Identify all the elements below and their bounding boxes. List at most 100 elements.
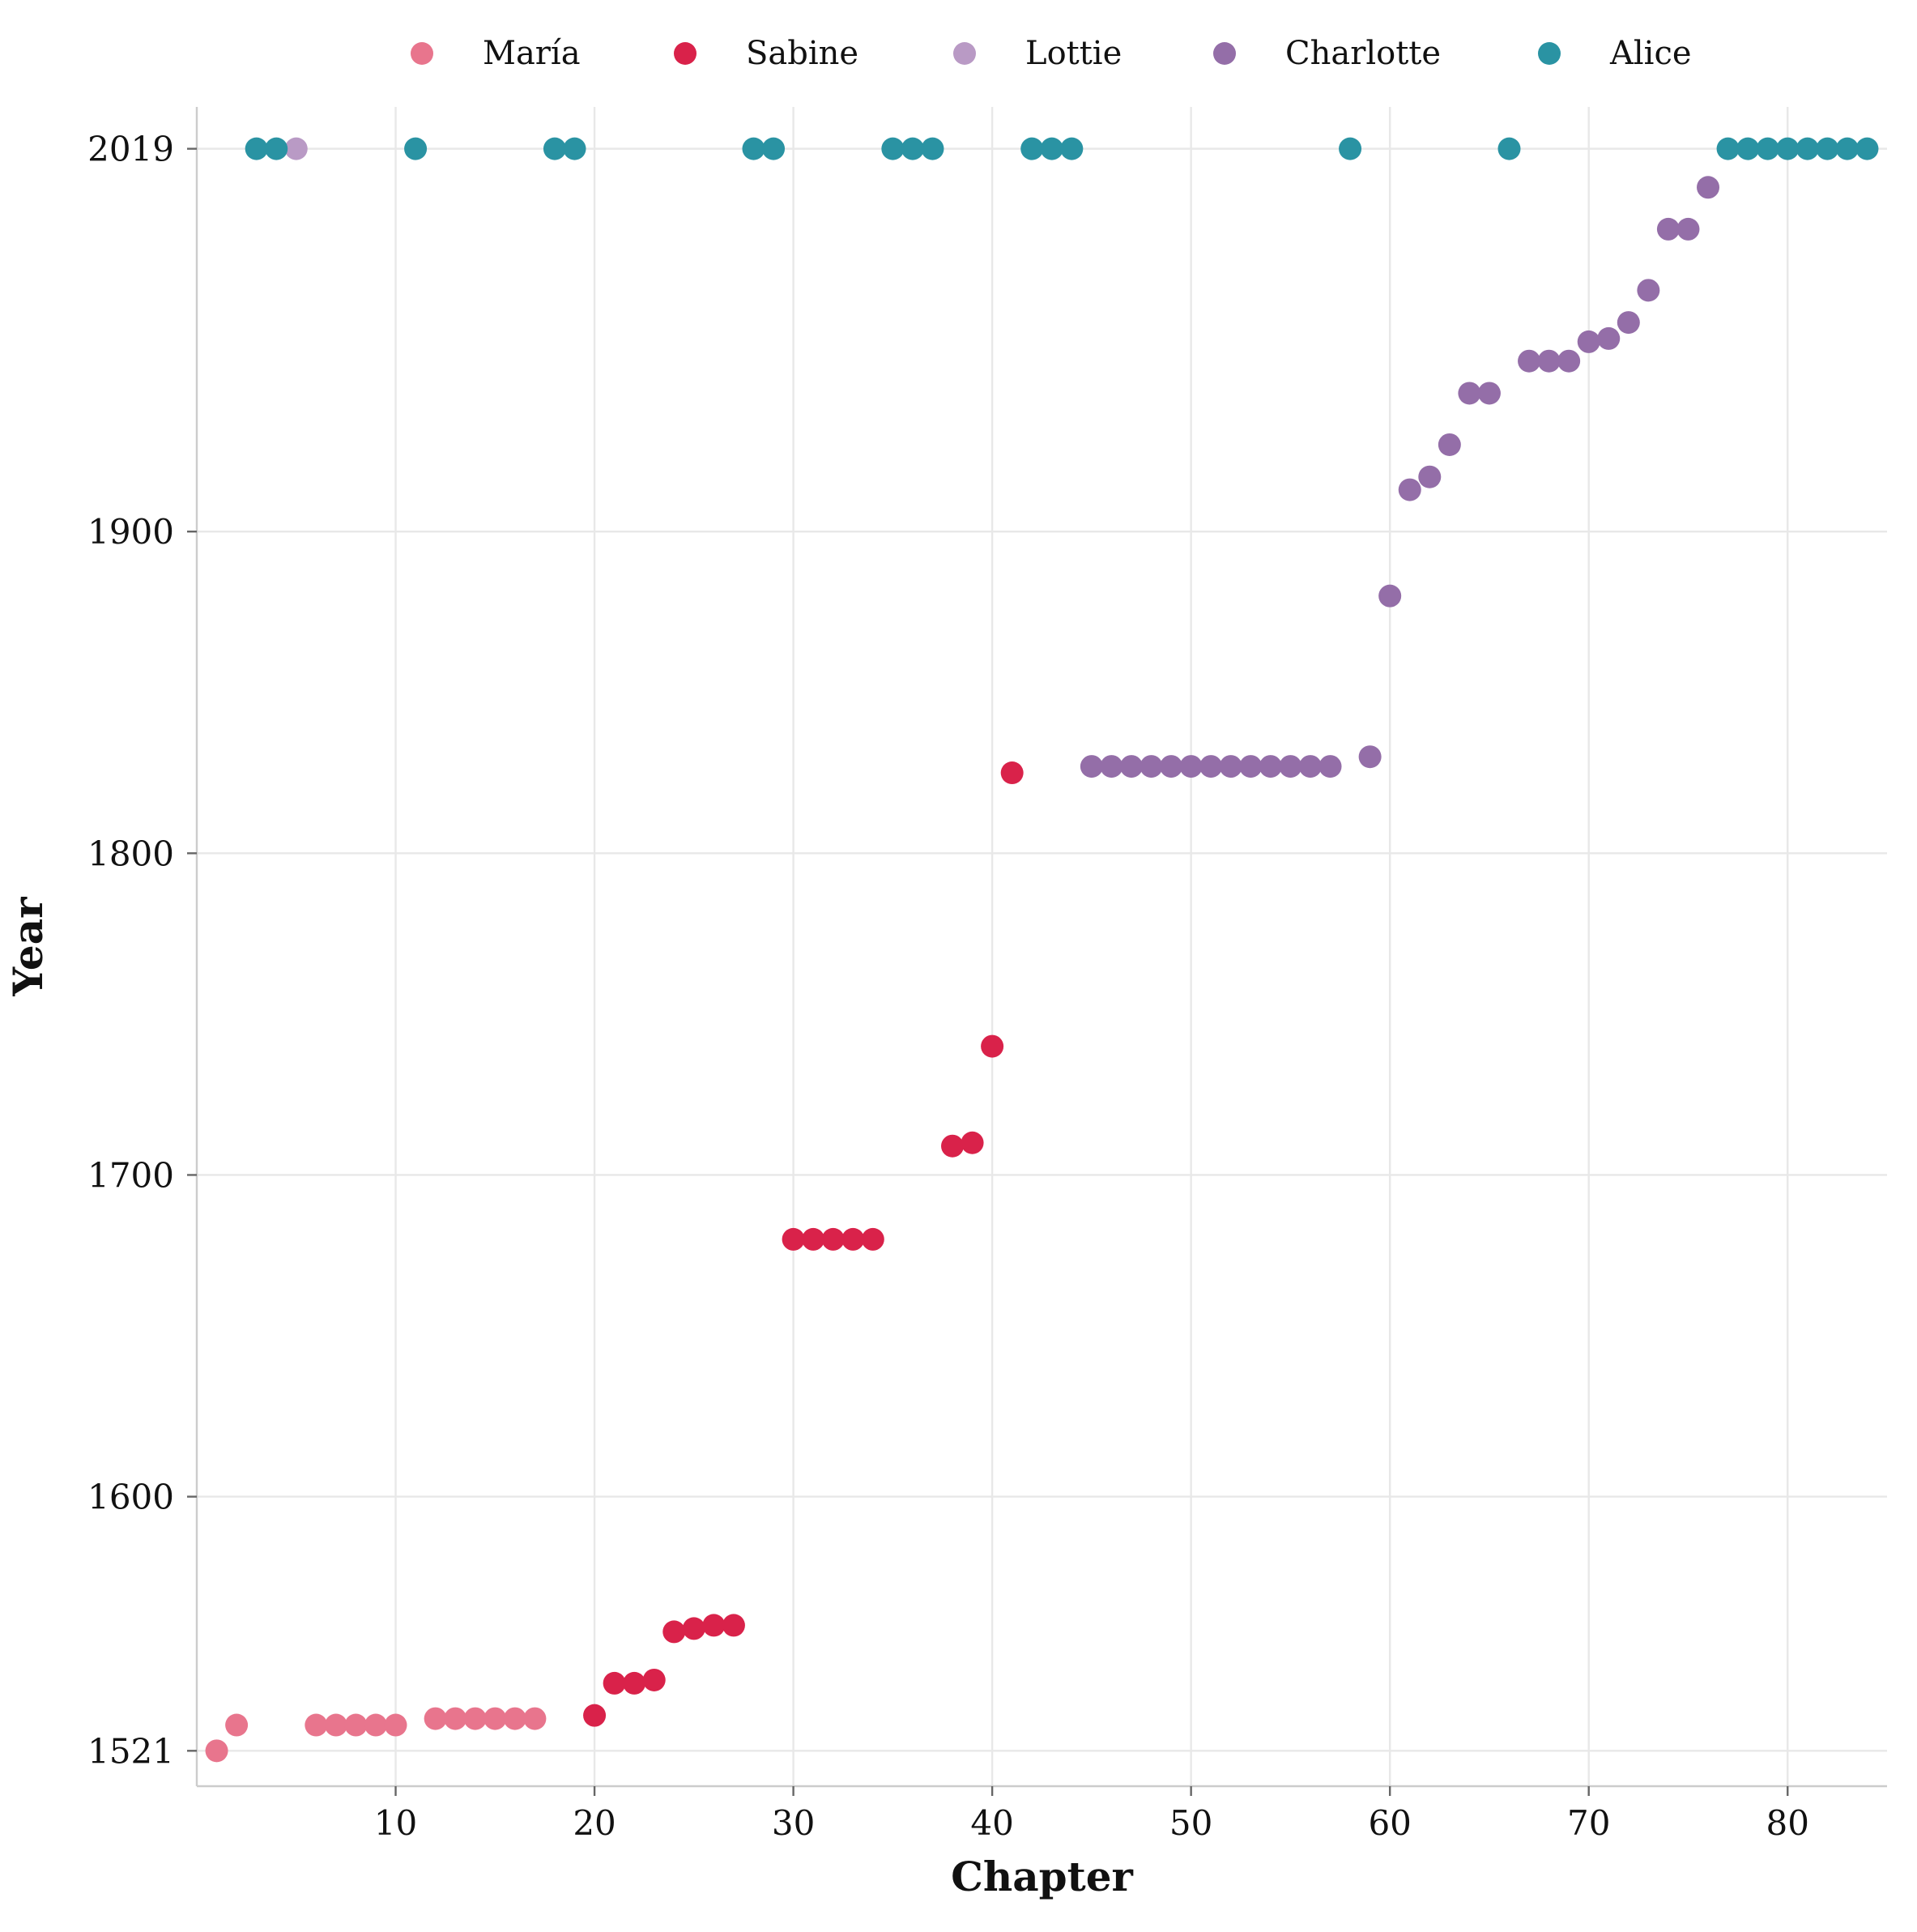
- data-point-charlotte: [1637, 279, 1660, 302]
- data-point-maria: [384, 1713, 407, 1737]
- data-point-charlotte: [1438, 433, 1461, 456]
- data-point-alice: [1060, 137, 1084, 160]
- axes: [195, 107, 1887, 1788]
- data-point-charlotte: [1219, 755, 1242, 778]
- y-tick-label: 2019: [87, 130, 174, 169]
- data-point-charlotte: [1179, 755, 1203, 778]
- data-point-maria: [463, 1707, 487, 1730]
- data-point-alice: [404, 137, 428, 160]
- data-point-sabine: [702, 1614, 726, 1637]
- y-tick-label: 1700: [87, 1155, 174, 1195]
- data-point-charlotte: [1458, 382, 1481, 405]
- data-point-charlotte: [1100, 755, 1123, 778]
- data-points: [205, 137, 1879, 1763]
- data-point-charlotte: [1279, 755, 1302, 778]
- data-point-charlotte: [1160, 755, 1183, 778]
- data-point-maria: [324, 1713, 347, 1737]
- data-point-charlotte: [1080, 755, 1103, 778]
- data-point-sabine: [583, 1704, 607, 1727]
- data-point-alice: [1040, 137, 1063, 160]
- x-tick-label: 10: [374, 1803, 417, 1843]
- data-point-alice: [1339, 137, 1362, 160]
- data-point-charlotte: [1140, 755, 1163, 778]
- data-point-maria: [503, 1707, 526, 1730]
- y-axis-title: Year: [4, 897, 52, 997]
- series-sabine: [583, 761, 1024, 1727]
- data-point-alice: [1796, 137, 1819, 160]
- data-point-charlotte: [1358, 745, 1382, 769]
- legend-marker: [1538, 42, 1561, 65]
- legend-label: María: [483, 35, 581, 72]
- data-point-alice: [245, 137, 268, 160]
- x-tick-label: 70: [1567, 1803, 1610, 1843]
- x-tick-label: 30: [772, 1803, 815, 1843]
- data-point-maria: [344, 1713, 368, 1737]
- data-point-charlotte: [1537, 349, 1561, 373]
- data-point-sabine: [981, 1034, 1004, 1058]
- data-point-alice: [1835, 137, 1859, 160]
- y-tick-label: 1800: [87, 834, 174, 873]
- data-point-sabine: [841, 1227, 865, 1251]
- data-point-alice: [762, 137, 786, 160]
- series-alice: [245, 137, 1879, 160]
- data-point-sabine: [861, 1227, 884, 1251]
- x-tick-label: 20: [573, 1803, 616, 1843]
- x-tick-label: 80: [1766, 1803, 1809, 1843]
- data-point-charlotte: [1477, 382, 1501, 405]
- legend-entry-charlotte: Charlotte: [1213, 35, 1441, 72]
- legend-label: Alice: [1609, 35, 1692, 72]
- data-point-maria: [424, 1707, 447, 1730]
- legend-entry-sabine: Sabine: [674, 35, 858, 72]
- data-point-charlotte: [1577, 330, 1600, 353]
- data-point-charlotte: [1259, 755, 1282, 778]
- legend-label: Charlotte: [1285, 35, 1441, 72]
- data-point-lottie: [284, 137, 308, 160]
- data-point-alice: [1756, 137, 1779, 160]
- series-maria: [205, 1707, 547, 1763]
- data-point-sabine: [782, 1227, 805, 1251]
- data-point-maria: [364, 1713, 387, 1737]
- x-tick-label: 60: [1368, 1803, 1411, 1843]
- data-point-sabine: [802, 1227, 825, 1251]
- data-point-sabine: [961, 1131, 984, 1154]
- data-point-alice: [1776, 137, 1800, 160]
- data-point-charlotte: [1199, 755, 1223, 778]
- data-point-maria: [444, 1707, 467, 1730]
- data-point-charlotte: [1418, 465, 1442, 488]
- data-point-alice: [1020, 137, 1044, 160]
- data-point-sabine: [821, 1227, 845, 1251]
- data-point-charlotte: [1597, 326, 1621, 350]
- data-point-maria: [484, 1707, 507, 1730]
- legend-entry-alice: Alice: [1538, 35, 1692, 72]
- data-point-alice: [563, 137, 586, 160]
- y-tick-label: 1521: [87, 1731, 174, 1771]
- legend-entry-lottie: Lottie: [953, 35, 1122, 72]
- data-point-alice: [1736, 137, 1760, 160]
- data-point-alice: [1855, 137, 1879, 160]
- ticks: 10 20 30 40 50 60 70 80 1521 1600 1700 1800 1900 2019: [87, 130, 1809, 1843]
- data-point-maria: [305, 1713, 328, 1737]
- data-point-charlotte: [1378, 584, 1402, 608]
- data-point-charlotte: [1656, 217, 1680, 241]
- series-charlotte: [1080, 176, 1720, 778]
- data-point-charlotte: [1697, 176, 1720, 199]
- data-point-sabine: [941, 1134, 965, 1158]
- data-point-sabine: [722, 1614, 745, 1637]
- data-point-alice: [543, 137, 566, 160]
- x-axis-title: Chapter: [951, 1853, 1133, 1900]
- y-tick-label: 1600: [87, 1478, 174, 1517]
- legend: María Sabine Lottie Charlotte Alice: [411, 35, 1692, 72]
- grid: [197, 107, 1887, 1786]
- data-point-sabine: [662, 1620, 686, 1644]
- data-point-alice: [921, 137, 944, 160]
- data-point-maria: [523, 1707, 547, 1730]
- legend-entry-maria: María: [411, 35, 581, 72]
- data-point-alice: [1816, 137, 1839, 160]
- data-point-maria: [205, 1739, 228, 1763]
- data-point-charlotte: [1239, 755, 1263, 778]
- x-tick-label: 50: [1169, 1803, 1212, 1843]
- legend-label: Lottie: [1025, 35, 1122, 72]
- legend-label: Sabine: [746, 35, 858, 72]
- data-point-charlotte: [1617, 311, 1640, 335]
- data-point-alice: [901, 137, 924, 160]
